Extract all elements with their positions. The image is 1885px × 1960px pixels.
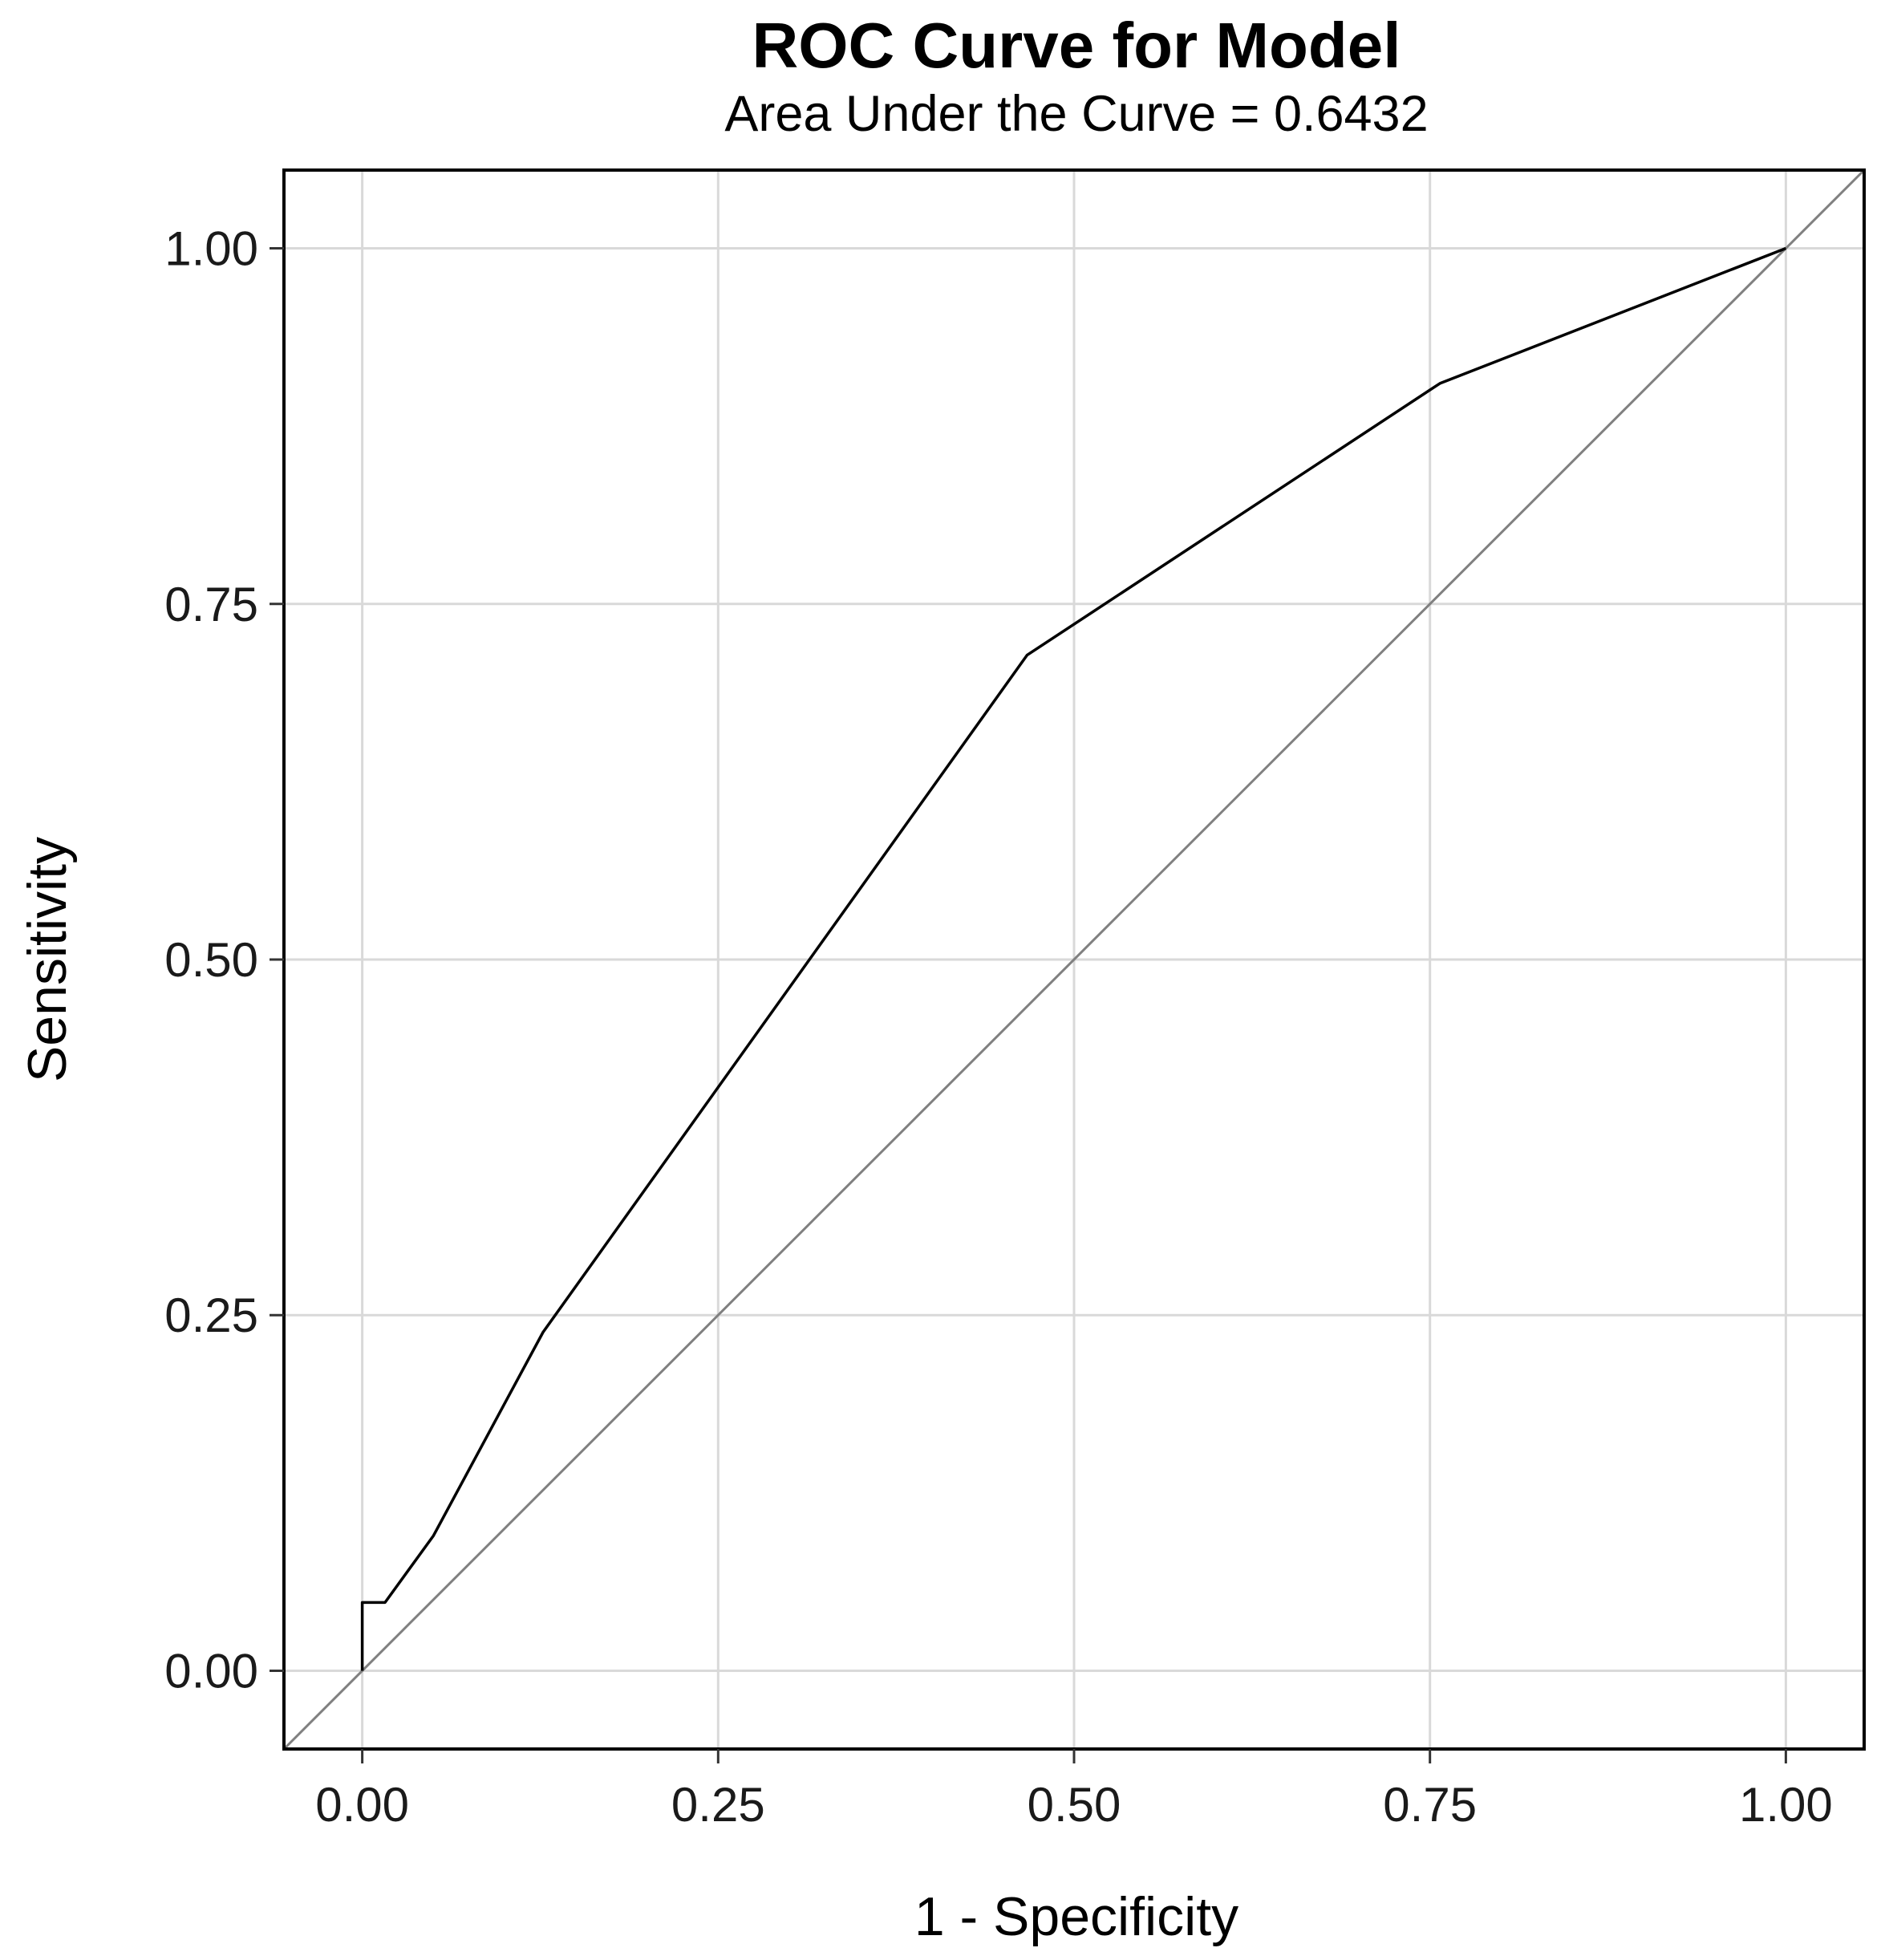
- reference-line-layer: [282, 168, 1866, 1751]
- x-tick-label: 1.00: [1739, 1778, 1833, 1832]
- diagonal-reference-line: [282, 168, 1866, 1751]
- x-tick-label: 0.75: [1383, 1778, 1477, 1832]
- x-ticks: 0.00 0.25 0.50 0.75 1.00: [315, 1749, 1833, 1832]
- x-tick-label: 0.25: [671, 1778, 765, 1832]
- y-tick-label: 1.00: [164, 222, 258, 276]
- chart-subtitle: Area Under the Curve = 0.6432: [724, 86, 1428, 142]
- y-ticks: 0.00 0.25 0.50 0.75 1.00: [164, 222, 284, 1698]
- y-axis-label: Sensitivity: [17, 837, 78, 1082]
- grid: [284, 170, 1864, 1749]
- y-tick-label: 0.50: [164, 933, 258, 987]
- y-tick-label: 0.00: [164, 1644, 258, 1698]
- roc-curve-line: [360, 246, 1787, 1671]
- y-tick-label: 0.25: [164, 1288, 258, 1342]
- chart-title: ROC Curve for Model: [752, 10, 1401, 81]
- x-tick-label: 0.50: [1028, 1778, 1121, 1832]
- x-tick-label: 0.00: [315, 1778, 409, 1832]
- y-tick-label: 0.75: [164, 578, 258, 631]
- series-layer: [360, 246, 1787, 1671]
- x-axis-label: 1 - Specificity: [914, 1886, 1238, 1947]
